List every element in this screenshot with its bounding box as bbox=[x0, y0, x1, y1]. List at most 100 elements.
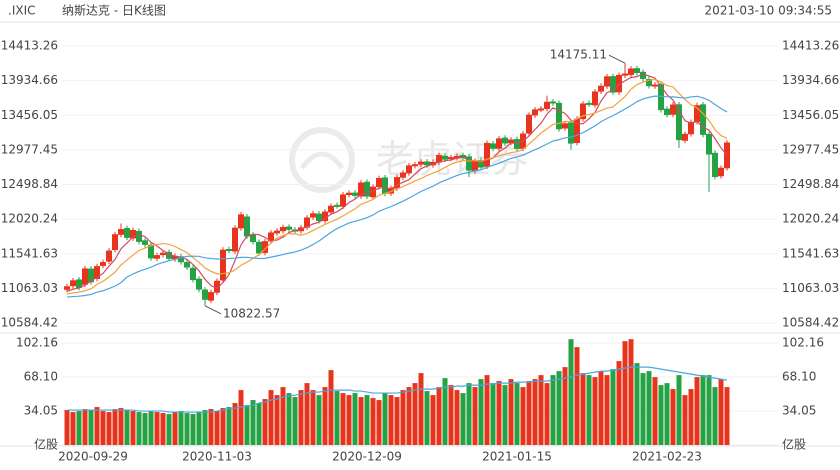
candle-body bbox=[556, 102, 562, 130]
candle-body bbox=[508, 139, 514, 143]
candle-body bbox=[202, 289, 208, 300]
candle-body bbox=[310, 213, 316, 218]
volume-bar bbox=[490, 383, 496, 445]
candle-body bbox=[652, 84, 658, 87]
candle-body bbox=[538, 108, 544, 111]
volume-bar bbox=[706, 375, 712, 445]
candle-body bbox=[610, 76, 616, 93]
volume-bar bbox=[610, 369, 616, 445]
volume-bar bbox=[130, 411, 136, 445]
volume-bar bbox=[244, 405, 250, 445]
candle-body bbox=[676, 104, 682, 141]
x-tick-label: 2021-02-23 bbox=[632, 450, 702, 464]
candle-body bbox=[724, 142, 730, 169]
y-tick-label: 34.05 bbox=[782, 404, 816, 418]
candle-body bbox=[484, 142, 490, 167]
candle-body bbox=[544, 101, 550, 109]
volume-bar bbox=[160, 413, 166, 445]
volume-bar bbox=[400, 390, 406, 445]
volume-bar bbox=[154, 412, 160, 445]
volume-bar bbox=[640, 373, 646, 445]
volume-bar bbox=[586, 375, 592, 445]
candle-body bbox=[622, 73, 628, 76]
moving-average-line bbox=[67, 366, 728, 413]
annotation-leader bbox=[608, 54, 626, 64]
volume-bar bbox=[442, 378, 448, 445]
volume-bar bbox=[172, 412, 178, 445]
y-tick-label: 11541.63 bbox=[782, 246, 839, 260]
volume-bar bbox=[634, 363, 640, 445]
candle-body bbox=[340, 194, 346, 207]
candle-body bbox=[280, 227, 286, 232]
candle-body bbox=[646, 79, 652, 87]
symbol: .IXIC bbox=[8, 4, 36, 18]
y-tick-label: 12020.24 bbox=[782, 212, 839, 226]
candle-body bbox=[238, 214, 244, 229]
volume-bar bbox=[598, 371, 604, 445]
y-tick-label: 11063.03 bbox=[1, 281, 58, 295]
candle-body bbox=[604, 76, 610, 87]
candle-body bbox=[412, 164, 418, 167]
volume-bar bbox=[214, 411, 220, 445]
volume-bar bbox=[544, 383, 550, 445]
candle-body bbox=[670, 104, 676, 115]
volume-bar bbox=[574, 347, 580, 445]
volume-bar bbox=[448, 385, 454, 445]
candle-body bbox=[256, 241, 262, 254]
candle-body bbox=[394, 177, 400, 189]
candle-body bbox=[490, 143, 496, 149]
volume-bar bbox=[418, 373, 424, 445]
volume-bar bbox=[472, 387, 478, 445]
candle-body bbox=[400, 172, 406, 178]
candle-body bbox=[712, 152, 718, 178]
volume-bar bbox=[364, 395, 370, 445]
candle-body bbox=[148, 244, 154, 259]
candle-body bbox=[358, 182, 364, 197]
min-annotation: 10822.57 bbox=[223, 306, 280, 320]
candle-body bbox=[640, 71, 646, 79]
volume-bar bbox=[550, 375, 556, 445]
candle-body bbox=[118, 229, 124, 235]
candle-body bbox=[232, 227, 238, 252]
volume-bar bbox=[256, 403, 262, 445]
y-tick-label: 12498.84 bbox=[1, 177, 58, 191]
volume-bar bbox=[388, 395, 394, 445]
volume-bar bbox=[346, 395, 352, 445]
candle-body bbox=[376, 177, 382, 188]
y-tick-label: 13934.66 bbox=[1, 73, 58, 87]
volume-bar bbox=[514, 383, 520, 445]
annotation-leader bbox=[204, 305, 222, 315]
candle-body bbox=[532, 109, 538, 116]
volume-bar bbox=[190, 414, 196, 445]
candle-body bbox=[448, 157, 454, 160]
volume-bar bbox=[718, 379, 724, 445]
y-tick-label: 11541.63 bbox=[1, 246, 58, 260]
volume-bar bbox=[148, 411, 154, 445]
volume-bar bbox=[142, 413, 148, 445]
y-tick-label: 12977.45 bbox=[1, 142, 58, 156]
volume-bar bbox=[616, 361, 622, 445]
volume-bar bbox=[208, 409, 214, 445]
x-tick-label: 2020-12-09 bbox=[332, 450, 402, 464]
candle-body bbox=[154, 255, 160, 259]
volume-bar bbox=[508, 379, 514, 445]
candle-body bbox=[190, 267, 196, 281]
volume-bar bbox=[460, 393, 466, 445]
volume-bar bbox=[94, 407, 100, 445]
volume-bar bbox=[664, 383, 670, 445]
volume-bar bbox=[526, 381, 532, 445]
candle-body bbox=[160, 252, 166, 256]
volume-bar bbox=[652, 377, 658, 445]
candle-body bbox=[274, 230, 280, 234]
candle-body bbox=[244, 216, 250, 237]
candle-body bbox=[418, 161, 424, 165]
volume-bar bbox=[322, 387, 328, 445]
volume-bar bbox=[286, 393, 292, 445]
candle-body bbox=[634, 68, 640, 73]
volume-bar bbox=[88, 410, 94, 445]
y-tick-label: 12020.24 bbox=[1, 212, 58, 226]
volume-bar bbox=[184, 413, 190, 445]
volume-bar bbox=[76, 411, 82, 445]
candle-body bbox=[106, 250, 112, 262]
